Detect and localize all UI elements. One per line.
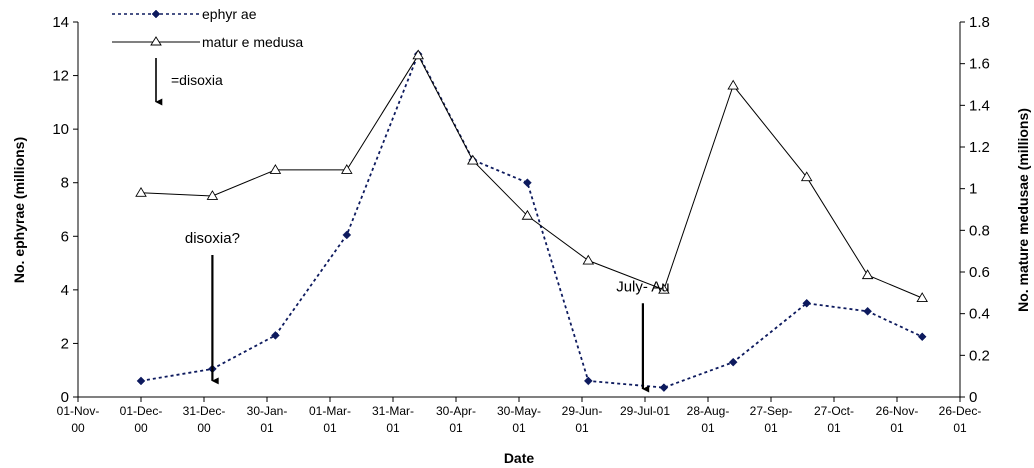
y-axis-left-title: No. ephyrae (millions)	[11, 137, 27, 283]
x-tick-label: 01-Mar-	[309, 404, 351, 418]
y-left-tick-label: 0	[61, 389, 69, 406]
data-point-medusae	[412, 49, 424, 60]
series-line-ephyrae	[140, 51, 923, 389]
data-point-medusae	[467, 154, 479, 165]
y-left-tick-label: 2	[61, 335, 69, 352]
data-point-medusae	[800, 171, 813, 182]
data-point-ephyrae	[136, 376, 146, 386]
data-point-medusae	[521, 209, 534, 220]
data-point-medusae	[861, 269, 874, 280]
legend-label-ephyrae: ephyr ae	[202, 6, 257, 22]
x-tick-label-year: 00	[134, 421, 148, 435]
x-tick-label-year: 01	[701, 421, 715, 435]
x-tick-label-year: 01	[827, 421, 841, 435]
x-tick-label: 31-Dec-	[183, 404, 226, 418]
x-axis-title: Date	[504, 450, 535, 466]
data-point-medusae	[916, 292, 928, 302]
x-tick-label: 29-Jun-	[562, 404, 603, 418]
data-point-ephyrae	[728, 357, 738, 367]
data-point-ephyrae	[659, 383, 669, 392]
x-tick-label: 31-Mar-	[372, 404, 414, 418]
y-right-tick-label: 0.6	[969, 264, 990, 281]
y-right-tick-label: 1.4	[969, 97, 990, 114]
x-tick-label: 01-Nov-	[57, 404, 100, 418]
x-tick-label-year: 01	[386, 421, 400, 435]
y-left-tick-label: 12	[52, 68, 69, 85]
y-right-tick-label: 0.4	[969, 306, 990, 323]
x-tick-label-year: 01	[323, 421, 337, 435]
x-tick-label-year: 01	[512, 421, 526, 435]
x-tick-label-year: 00	[71, 421, 85, 435]
data-point-medusae	[135, 186, 147, 197]
data-point-medusae	[206, 190, 219, 200]
data-point-ephyrae	[583, 376, 593, 386]
series-layer	[135, 49, 928, 392]
legend-label-medusae: matur e medusa	[202, 34, 303, 50]
legend-key-label: =disoxia	[171, 72, 223, 88]
x-tick-label-year: 01	[953, 421, 967, 435]
y-left-tick-label: 8	[61, 175, 69, 192]
annotation-layer: disoxia? July- Au	[185, 230, 670, 393]
data-point-medusae	[269, 164, 282, 174]
x-tick-label: 01-Dec-	[120, 404, 163, 418]
annotation-label: July- Au	[616, 278, 669, 295]
y-right-tick-label: 1.6	[969, 56, 990, 73]
y-left-tick-label: 14	[52, 14, 69, 31]
data-point-ephyrae	[523, 178, 532, 188]
data-point-medusae	[658, 283, 670, 294]
data-point-ephyrae	[271, 331, 280, 340]
y-right-tick-label: 0.2	[969, 347, 990, 364]
x-tick-label: 26-Nov-	[876, 404, 919, 418]
data-point-medusae	[582, 254, 595, 265]
x-tick-label: 27-Oct-	[814, 404, 854, 418]
y-left-tick-label: 6	[61, 228, 69, 245]
x-tick-label-year: 01	[449, 421, 463, 435]
y-left-tick-label: 10	[52, 121, 69, 138]
data-point-ephyrae	[917, 332, 927, 342]
y-right-tick-label: 0	[969, 389, 977, 406]
legend-marker-ephyrae	[151, 9, 161, 19]
x-tick-label: 26-Dec-	[939, 404, 982, 418]
x-tick-label: 30-Apr-	[436, 404, 476, 418]
x-tick-label-year: 01	[260, 421, 274, 435]
data-point-ephyrae	[802, 298, 812, 308]
x-tick-label: 27-Sep-	[750, 404, 793, 418]
x-tick-label-year: 01	[764, 421, 778, 435]
y-left-tick-label: 4	[61, 282, 69, 299]
x-tick-label-year: 01	[890, 421, 904, 435]
data-point-medusae	[727, 79, 739, 90]
x-tick-label: 29-Jul-01	[620, 404, 670, 418]
y-axis-left-ticks: 0 2 4 6 8 10 12 14	[52, 14, 78, 406]
x-tick-label: 28-Aug-	[687, 404, 730, 418]
data-point-medusae	[341, 164, 353, 174]
annotation-label: disoxia?	[185, 230, 240, 247]
data-point-ephyrae	[863, 306, 872, 316]
x-tick-label-year: 00	[197, 421, 211, 435]
x-tick-label-year: 01	[575, 421, 589, 435]
legend: ephyr ae matur e medusa =disoxia	[112, 6, 303, 106]
y-right-tick-label: 1.8	[969, 14, 990, 31]
x-axis-ticks: 01-Nov- 00 01-Dec- 00 31-Dec- 00 30-Jan- 01 01-M…	[57, 397, 982, 435]
legend-marker-medusae	[150, 36, 162, 46]
data-point-ephyrae	[342, 230, 352, 240]
x-tick-label: 30-May-	[497, 404, 541, 418]
y-right-tick-label: 0.8	[969, 222, 990, 239]
y-right-tick-label: 1	[969, 181, 977, 198]
y-right-tick-label: 1.2	[969, 139, 990, 156]
y-axis-right-title: No. mature medusae (millions)	[1015, 108, 1031, 312]
y-axis-right-ticks: 0 0.2 0.4 0.6 0.8 1 1.2 1.4 1.6 1.8	[960, 14, 990, 406]
x-tick-label: 30-Jan-	[247, 404, 288, 418]
